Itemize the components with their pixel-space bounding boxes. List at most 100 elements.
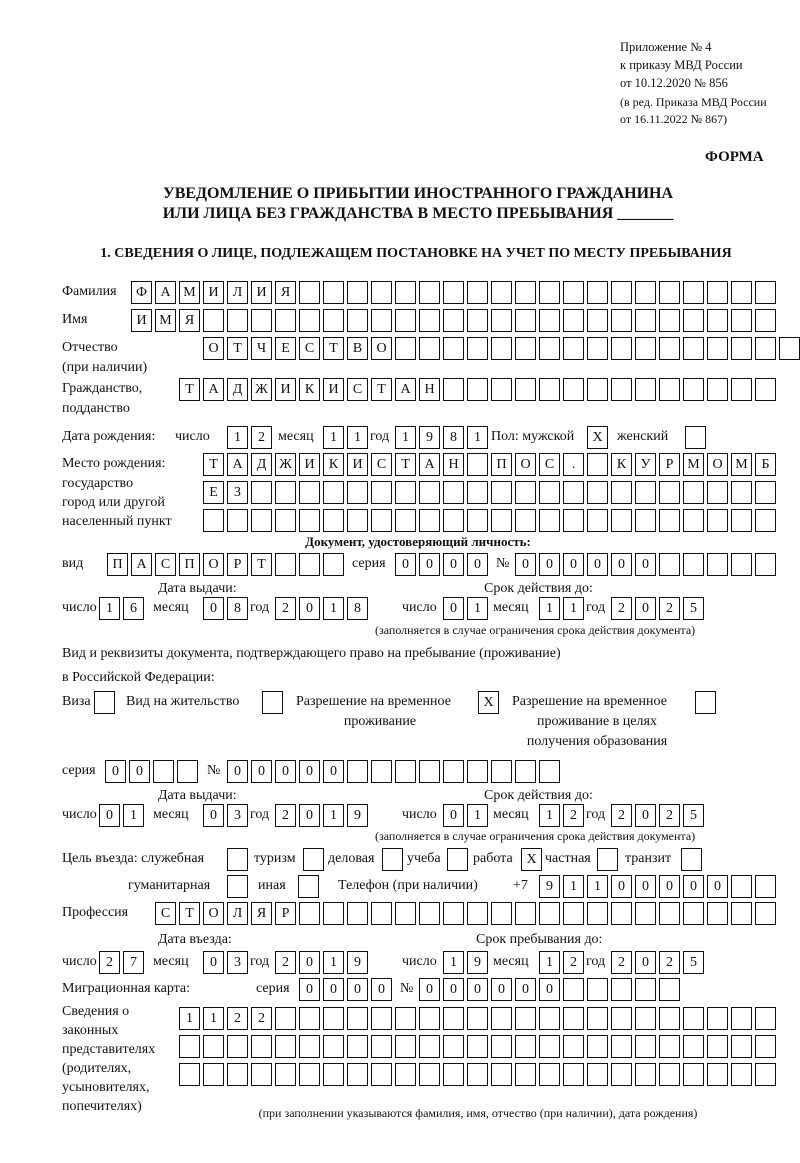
form-cell[interactable] xyxy=(659,1035,680,1058)
form-cell[interactable]: Л xyxy=(227,281,248,304)
form-cell[interactable]: И xyxy=(323,378,344,401)
form-cell[interactable]: 1 xyxy=(395,426,416,449)
form-cell[interactable] xyxy=(539,281,560,304)
form-cell[interactable] xyxy=(659,281,680,304)
form-cell[interactable] xyxy=(587,309,608,332)
form-cell[interactable] xyxy=(467,760,488,783)
form-cell[interactable] xyxy=(539,760,560,783)
form-cell[interactable] xyxy=(467,902,488,925)
form-cell[interactable] xyxy=(659,378,680,401)
form-cell[interactable]: 1 xyxy=(587,875,608,898)
form-cell[interactable] xyxy=(635,1007,656,1030)
form-cell[interactable] xyxy=(659,553,680,576)
form-cell[interactable] xyxy=(275,553,296,576)
form-cell[interactable] xyxy=(685,426,706,449)
form-cell[interactable] xyxy=(395,309,416,332)
form-cell[interactable] xyxy=(683,902,704,925)
form-cell[interactable] xyxy=(731,281,752,304)
form-cell[interactable]: 1 xyxy=(443,951,464,974)
form-cell[interactable]: 2 xyxy=(275,951,296,974)
form-cell[interactable] xyxy=(443,281,464,304)
form-cell[interactable] xyxy=(587,281,608,304)
form-cell[interactable]: Д xyxy=(251,453,272,476)
form-cell[interactable] xyxy=(515,309,536,332)
form-cell[interactable] xyxy=(707,902,728,925)
form-cell[interactable] xyxy=(251,309,272,332)
form-cell[interactable]: Ф xyxy=(131,281,152,304)
form-cell[interactable] xyxy=(467,337,488,360)
form-cell[interactable] xyxy=(515,281,536,304)
form-cell[interactable]: 9 xyxy=(347,951,368,974)
form-cell[interactable]: Р xyxy=(227,553,248,576)
form-cell[interactable]: 0 xyxy=(611,553,632,576)
form-cell[interactable] xyxy=(419,337,440,360)
form-cell[interactable]: 5 xyxy=(683,804,704,827)
form-cell[interactable] xyxy=(659,509,680,532)
form-cell[interactable] xyxy=(419,481,440,504)
form-cell[interactable] xyxy=(587,902,608,925)
form-cell[interactable]: 0 xyxy=(395,553,416,576)
form-cell[interactable] xyxy=(755,553,776,576)
form-cell[interactable]: Т xyxy=(227,337,248,360)
form-cell[interactable]: 0 xyxy=(323,760,344,783)
form-cell[interactable]: М xyxy=(683,453,704,476)
form-cell[interactable]: Т xyxy=(179,902,200,925)
form-cell[interactable] xyxy=(153,760,174,783)
form-cell[interactable] xyxy=(707,337,728,360)
form-cell[interactable] xyxy=(323,1007,344,1030)
form-cell[interactable]: 2 xyxy=(659,951,680,974)
form-cell[interactable] xyxy=(491,281,512,304)
form-cell[interactable]: 0 xyxy=(275,760,296,783)
form-cell[interactable] xyxy=(251,509,272,532)
form-cell[interactable]: 0 xyxy=(539,553,560,576)
form-cell[interactable] xyxy=(491,509,512,532)
form-cell[interactable]: 0 xyxy=(443,804,464,827)
form-cell[interactable] xyxy=(203,1035,224,1058)
form-cell[interactable] xyxy=(515,760,536,783)
form-cell[interactable] xyxy=(443,481,464,504)
form-cell[interactable]: 2 xyxy=(275,804,296,827)
form-cell[interactable]: О xyxy=(707,453,728,476)
form-cell[interactable]: X xyxy=(587,426,608,449)
form-cell[interactable] xyxy=(659,309,680,332)
form-cell[interactable] xyxy=(275,509,296,532)
form-cell[interactable] xyxy=(611,337,632,360)
form-cell[interactable]: 0 xyxy=(563,553,584,576)
form-cell[interactable] xyxy=(563,281,584,304)
form-cell[interactable] xyxy=(347,309,368,332)
form-cell[interactable] xyxy=(347,1035,368,1058)
form-cell[interactable]: С xyxy=(299,337,320,360)
form-cell[interactable]: Т xyxy=(323,337,344,360)
form-cell[interactable]: 1 xyxy=(227,426,248,449)
form-cell[interactable]: 0 xyxy=(467,978,488,1001)
form-cell[interactable]: 0 xyxy=(683,875,704,898)
form-cell[interactable] xyxy=(681,848,702,871)
form-cell[interactable] xyxy=(611,978,632,1001)
form-cell[interactable] xyxy=(611,1035,632,1058)
form-cell[interactable] xyxy=(371,902,392,925)
form-cell[interactable]: И xyxy=(347,453,368,476)
form-cell[interactable] xyxy=(419,1007,440,1030)
form-cell[interactable]: 2 xyxy=(611,597,632,620)
form-cell[interactable]: 0 xyxy=(299,951,320,974)
form-cell[interactable]: 1 xyxy=(323,597,344,620)
form-cell[interactable]: Я xyxy=(275,281,296,304)
form-cell[interactable] xyxy=(707,1007,728,1030)
form-cell[interactable] xyxy=(227,875,248,898)
form-cell[interactable] xyxy=(323,553,344,576)
form-cell[interactable] xyxy=(467,453,488,476)
form-cell[interactable]: 5 xyxy=(683,597,704,620)
form-cell[interactable] xyxy=(611,309,632,332)
form-cell[interactable] xyxy=(227,1063,248,1086)
form-cell[interactable] xyxy=(707,481,728,504)
form-cell[interactable] xyxy=(611,509,632,532)
form-cell[interactable] xyxy=(539,902,560,925)
form-cell[interactable]: 0 xyxy=(515,978,536,1001)
form-cell[interactable]: 0 xyxy=(203,951,224,974)
form-cell[interactable] xyxy=(299,1063,320,1086)
form-cell[interactable] xyxy=(659,902,680,925)
form-cell[interactable] xyxy=(683,1063,704,1086)
form-cell[interactable] xyxy=(731,1007,752,1030)
form-cell[interactable]: 0 xyxy=(635,553,656,576)
form-cell[interactable]: 1 xyxy=(323,804,344,827)
